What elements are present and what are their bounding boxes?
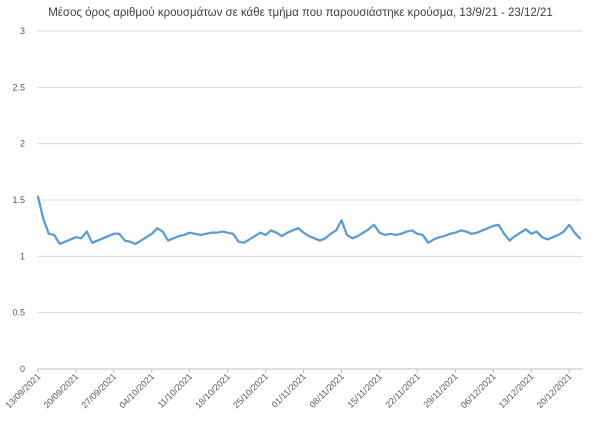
- x-tick-label: 25/10/2021: [231, 371, 270, 410]
- y-tick-label: 1: [20, 251, 25, 261]
- y-tick-label: 0.5: [12, 308, 25, 318]
- y-tick-label: 0: [20, 364, 25, 374]
- x-tick-label: 01/11/2021: [270, 371, 308, 409]
- y-tick-label: 2: [20, 139, 25, 149]
- series-group: [36, 195, 582, 246]
- gridlines: [37, 30, 582, 370]
- x-tick-label: 13/09/2021: [3, 371, 42, 410]
- x-tick-label: 20/12/2021: [535, 371, 574, 410]
- y-tick-label: 3: [20, 26, 25, 36]
- y-tick-label: 1.5: [12, 195, 25, 205]
- x-tick-label: 06/12/2021: [459, 371, 498, 410]
- x-tick-label: 29/11/2021: [421, 371, 459, 409]
- x-tick-label: 22/11/2021: [383, 371, 421, 409]
- x-tick-label: 13/12/2021: [497, 371, 536, 410]
- chart-title: Μέσος όρος αριθμού κρουσμάτων σε κάθε τμ…: [48, 7, 553, 19]
- x-tick-label: 04/10/2021: [117, 371, 156, 410]
- x-tick-label: 08/11/2021: [307, 371, 345, 409]
- y-tick-label: 2.5: [12, 82, 25, 92]
- x-tick-label: 20/09/2021: [41, 371, 80, 410]
- x-tick-label: 15/11/2021: [345, 371, 383, 409]
- x-axis-ticks: 13/09/2021 20/09/2021 27/09/2021 04/10/2021…: [3, 369, 574, 410]
- y-axis-ticks: 0 0.5 1 1.5 2 2.5 3: [12, 26, 25, 374]
- x-tick-label: 11/10/2021: [156, 371, 194, 409]
- series-line: [36, 195, 582, 246]
- x-tick-label: 18/10/2021: [193, 371, 232, 410]
- x-tick-label: 27/09/2021: [79, 371, 118, 410]
